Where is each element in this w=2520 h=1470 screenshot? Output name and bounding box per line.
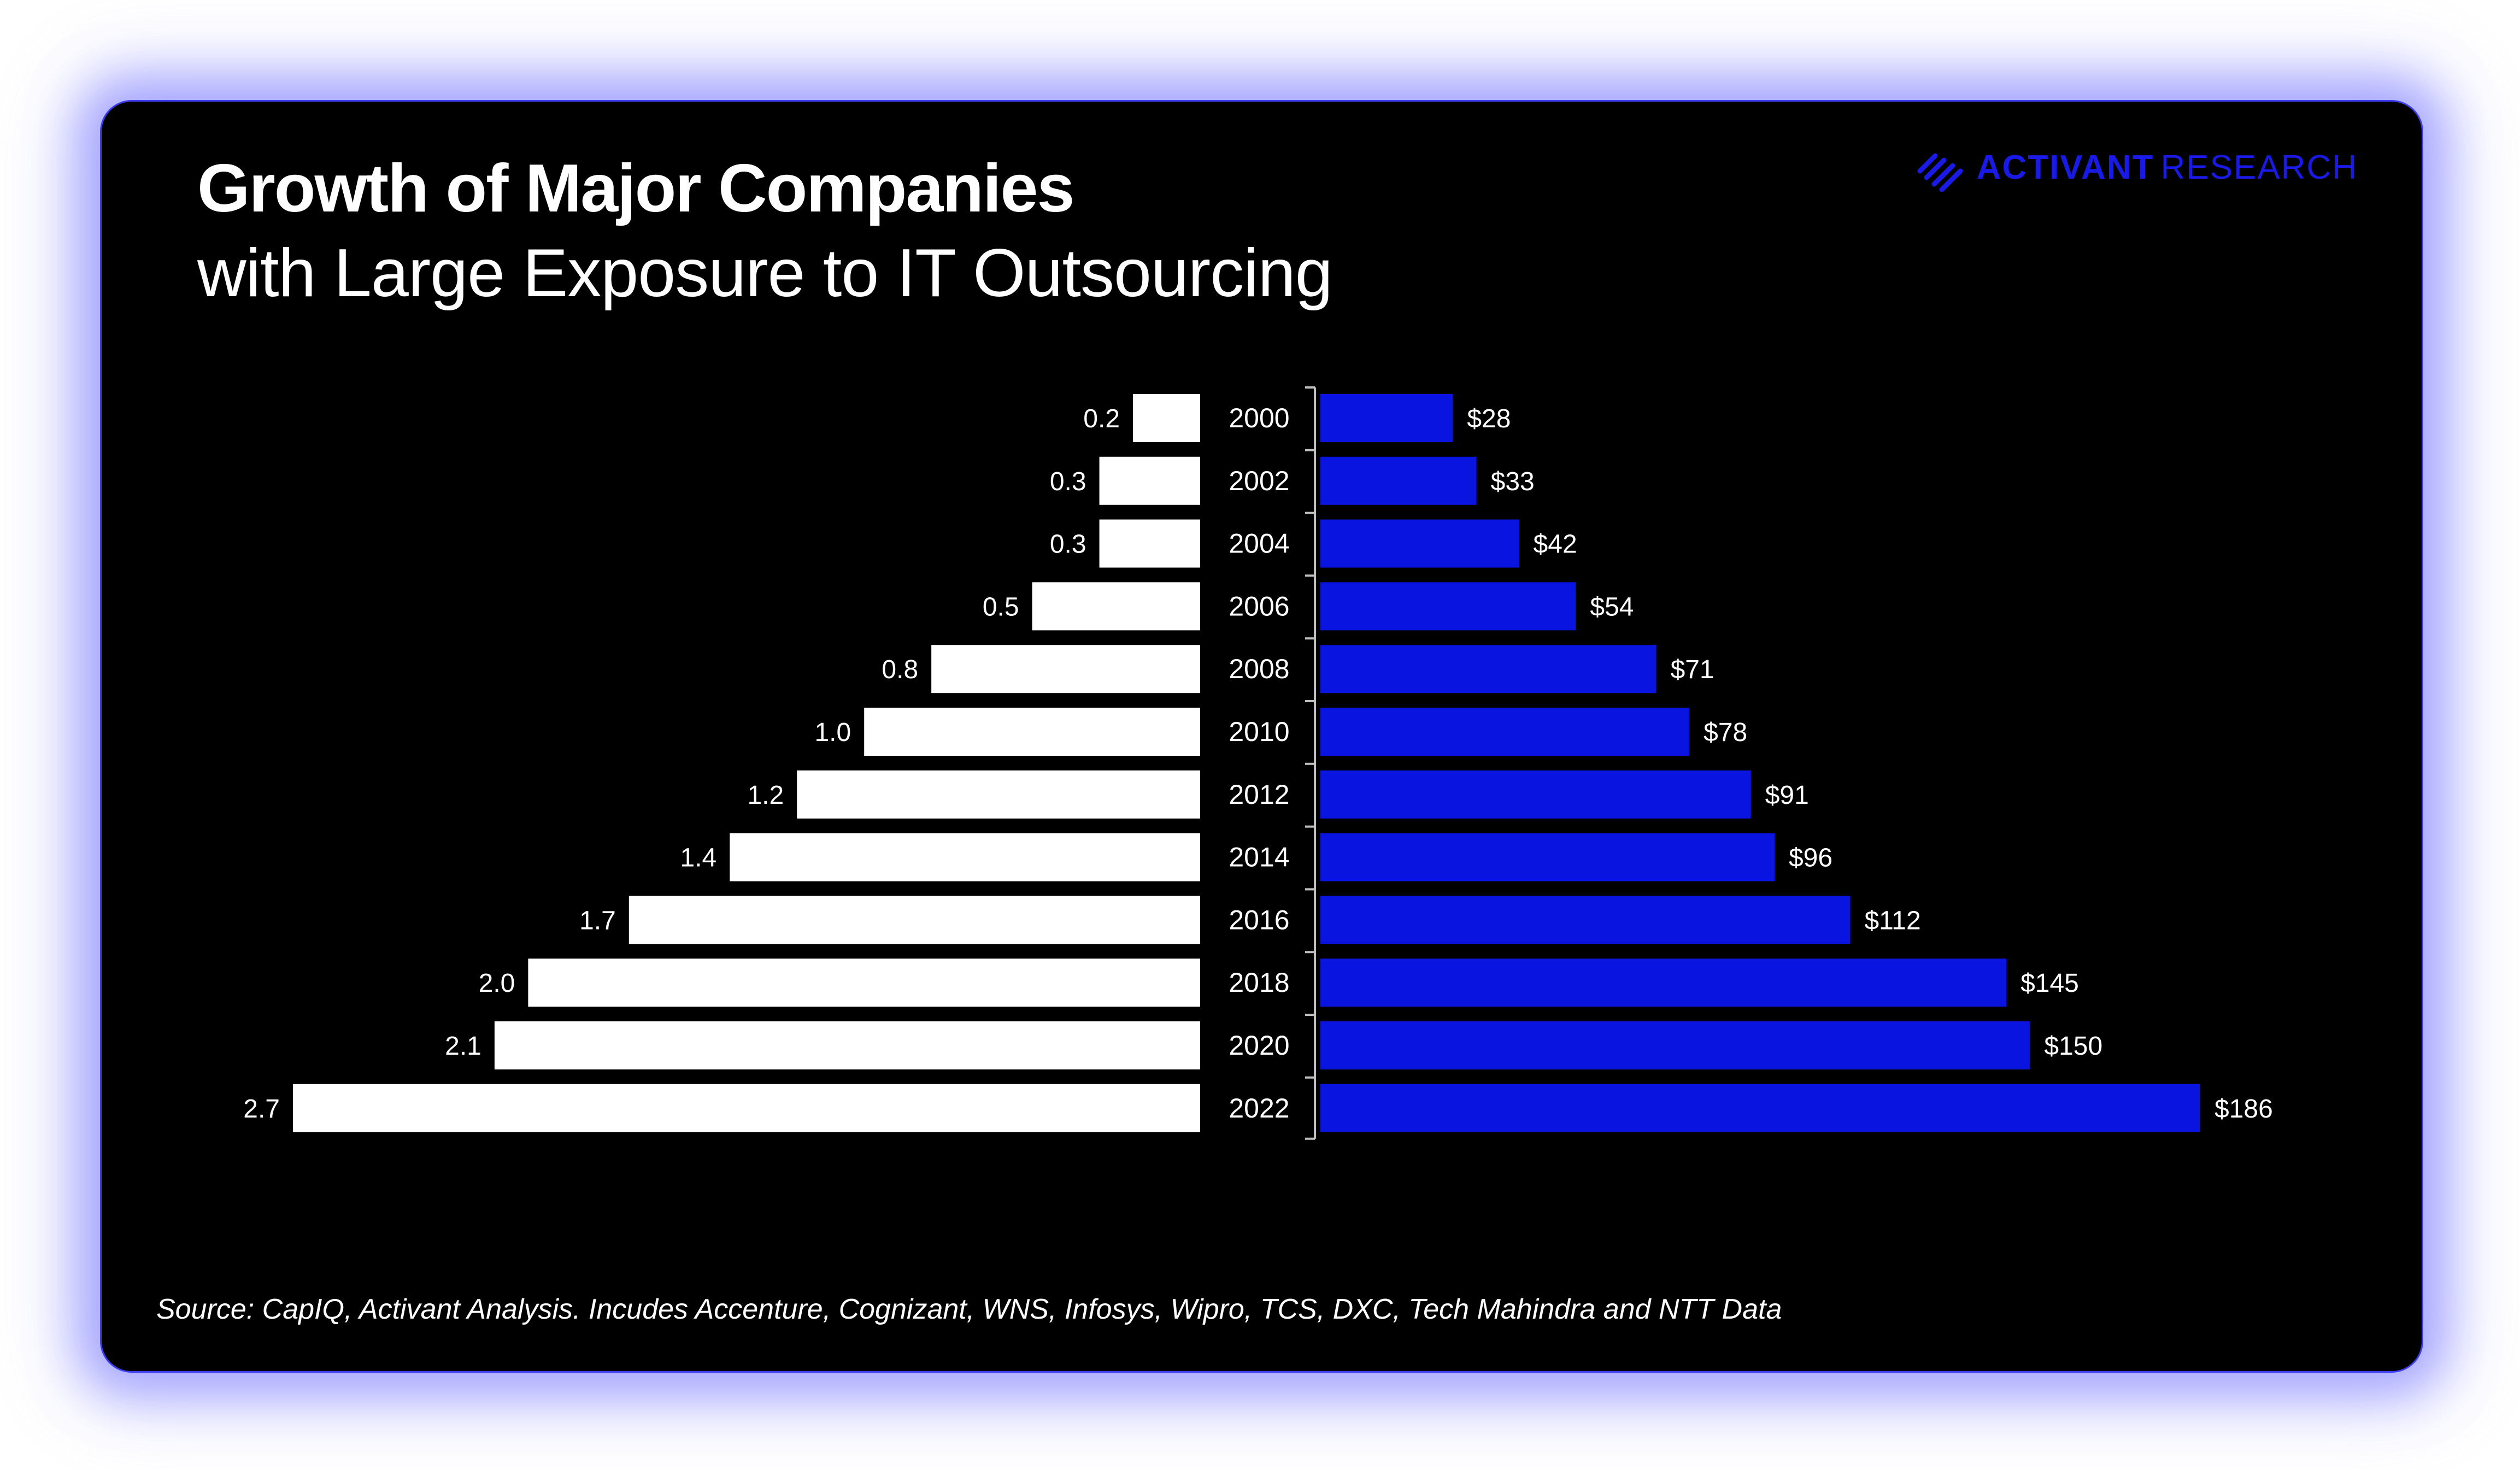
right-bar <box>1320 833 1775 881</box>
left-bar-label: 0.8 <box>882 655 918 684</box>
left-bar-label: 0.5 <box>983 592 1019 621</box>
left-bar-label: 0.3 <box>1050 530 1086 559</box>
right-bar <box>1320 519 1519 568</box>
right-bar <box>1320 708 1690 756</box>
brand-name-strong: ACTIVANT <box>1976 148 2154 186</box>
year-label: 2020 <box>1229 1030 1289 1061</box>
right-bar-label: $112 <box>1864 906 1920 935</box>
right-bar-label: $150 <box>2044 1032 2102 1061</box>
right-bar-label: $91 <box>1765 781 1809 810</box>
left-bar-label: 1.2 <box>747 781 784 810</box>
year-label: 2014 <box>1229 842 1289 873</box>
right-bar-label: $33 <box>1491 467 1535 496</box>
left-bar-label: 1.0 <box>814 718 851 747</box>
activant-logo-icon <box>1917 153 1963 192</box>
left-bar-label: 0.3 <box>1050 467 1086 496</box>
left-bar-label: 2.0 <box>479 969 515 998</box>
chart-card: Growth of Major Companies with Large Exp… <box>100 100 2423 1373</box>
right-bar <box>1320 770 1751 819</box>
right-bar-label: $96 <box>1789 844 1832 873</box>
right-bar-label: $28 <box>1467 404 1511 433</box>
year-label: 2018 <box>1229 967 1289 998</box>
left-bar-label: 1.7 <box>579 906 616 935</box>
brand-name: ACTIVANT RESEARCH <box>1977 148 2358 187</box>
left-bar <box>730 833 1200 881</box>
left-bar-label: 1.4 <box>680 844 717 873</box>
left-bar-label: 0.2 <box>1083 404 1120 433</box>
left-bar <box>628 896 1200 944</box>
right-bar-label: $186 <box>2214 1095 2273 1124</box>
left-bar <box>1032 582 1200 631</box>
year-label: 2008 <box>1229 654 1289 684</box>
butterfly-bar-chart: 0.2 2000 $28 0.3 2002 $33 0.3 2004 $42 0.5 2006 $54… <box>243 386 2273 1140</box>
right-bar <box>1320 1021 2030 1069</box>
chart-subtitle: with Large Exposure to IT Outsourcing <box>197 236 1333 311</box>
left-bar <box>528 959 1200 1007</box>
brand-logo: ACTIVANT RESEARCH <box>1916 143 2358 192</box>
right-bar-label: $78 <box>1704 718 1747 747</box>
year-label: 2000 <box>1229 403 1289 433</box>
right-bar <box>1320 394 1453 442</box>
right-bar-label: $54 <box>1590 592 1634 621</box>
left-bar <box>1099 519 1200 568</box>
year-label: 2016 <box>1229 904 1289 935</box>
right-bar <box>1320 456 1477 505</box>
left-bar <box>864 708 1200 756</box>
right-bar <box>1320 959 2007 1007</box>
left-bar <box>1099 456 1200 505</box>
left-bar-label: 2.1 <box>445 1032 481 1061</box>
left-bar <box>931 645 1200 693</box>
left-bar <box>293 1084 1200 1132</box>
source-note: Source: CapIQ, Activant Analysis. Incude… <box>156 1293 1782 1325</box>
left-bar <box>494 1021 1200 1069</box>
year-label: 2022 <box>1229 1093 1289 1124</box>
year-label: 2010 <box>1229 716 1289 747</box>
year-label: 2006 <box>1229 591 1289 621</box>
chart-title: Growth of Major Companies <box>197 151 1074 226</box>
left-bar-label: 2.7 <box>243 1095 280 1124</box>
left-bar <box>1133 394 1200 442</box>
right-bar-label: $42 <box>1534 530 1577 559</box>
year-label: 2002 <box>1229 466 1289 496</box>
right-bar-label: $145 <box>2020 969 2079 998</box>
right-bar <box>1320 582 1576 631</box>
right-bar-label: $71 <box>1671 655 1714 684</box>
right-bar <box>1320 1084 2200 1132</box>
brand-name-light: RESEARCH <box>2160 148 2358 186</box>
right-bar <box>1320 645 1656 693</box>
right-bar <box>1320 896 1851 944</box>
year-label: 2004 <box>1229 528 1289 559</box>
left-bar <box>797 770 1200 819</box>
year-label: 2012 <box>1229 779 1289 810</box>
